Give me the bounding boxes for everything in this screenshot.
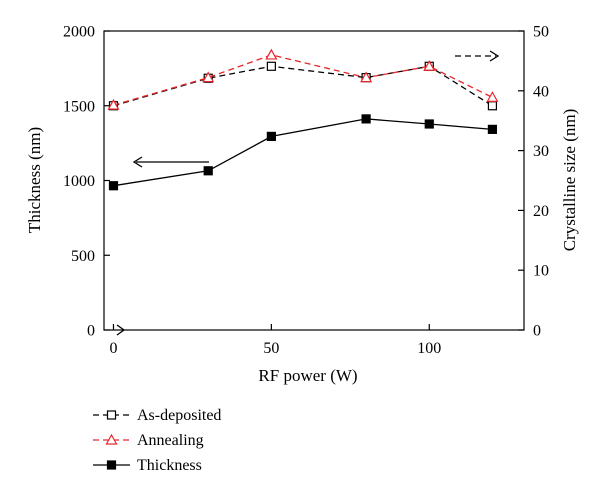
- data-point-thickness: [487, 124, 498, 134]
- y-left-tick-label: 1000: [63, 173, 95, 190]
- legend-item-annealing: Annealing: [93, 432, 204, 449]
- data-point-thickness: [424, 119, 434, 129]
- plot-frame: [103, 30, 525, 331]
- left-axis-arrow-head: [132, 156, 143, 168]
- y-left-tick-label: 2000: [63, 24, 95, 41]
- x-axis-label: RF power (W): [258, 366, 357, 385]
- data-point-thickness: [361, 114, 371, 124]
- legend: As-deposited Annealing Thickness: [93, 407, 221, 474]
- legend-marker-filled-square: [106, 460, 117, 470]
- x-tick-label: 100: [417, 340, 441, 357]
- labels-layer: RF power (W) Thickness (nm) Crystalline …: [25, 109, 579, 385]
- right-axis-arrow-head: [489, 50, 500, 62]
- legend-label-annealing: Annealing: [137, 432, 204, 449]
- zero-marker: [116, 324, 126, 336]
- series-layer: [107, 48, 499, 191]
- y-right-tick-label: 50: [533, 24, 549, 41]
- legend-item-thickness: Thickness: [93, 457, 202, 474]
- data-point-annealing: [360, 71, 373, 83]
- legend-label-thickness: Thickness: [137, 457, 202, 474]
- data-point-thickness: [108, 181, 119, 191]
- series-line-annealing: [113, 54, 493, 106]
- data-point-as-deposited: [487, 101, 498, 111]
- y-right-tick-label: 0: [533, 323, 541, 340]
- legend-item-as-deposited: As-deposited: [93, 407, 221, 424]
- y-right-tick-label: 40: [533, 83, 549, 100]
- data-point-annealing: [423, 60, 436, 71]
- y-left-tick-label: 500: [71, 248, 95, 265]
- data-point-annealing: [265, 48, 278, 60]
- y-axis-left-label: Thickness (nm): [25, 127, 44, 233]
- data-point-as-deposited: [266, 61, 276, 71]
- legend-label-as-deposited: As-deposited: [137, 407, 221, 424]
- data-point-thickness: [203, 166, 213, 176]
- data-point-annealing: [486, 91, 499, 102]
- x-tick-label: 50: [263, 340, 279, 357]
- y-left-tick-label: 0: [87, 323, 95, 340]
- x-tick-label: 0: [109, 340, 117, 357]
- y-right-tick-label: 10: [533, 263, 549, 280]
- series-line-thickness: [113, 118, 493, 187]
- data-point-annealing: [107, 98, 120, 110]
- y-axis-right-label: Crystalline size (nm): [560, 109, 579, 252]
- y-right-tick-label: 30: [533, 143, 549, 160]
- data-point-thickness: [266, 131, 276, 141]
- annotation-layer: [116, 50, 500, 336]
- legend-marker-open-square: [106, 410, 117, 420]
- legend-marker-open-triangle: [105, 433, 118, 445]
- data-point-annealing: [202, 71, 215, 83]
- y-left-tick-label: 1500: [63, 98, 95, 115]
- y-right-tick-label: 20: [533, 203, 549, 220]
- series-line-as-deposited: [113, 65, 493, 107]
